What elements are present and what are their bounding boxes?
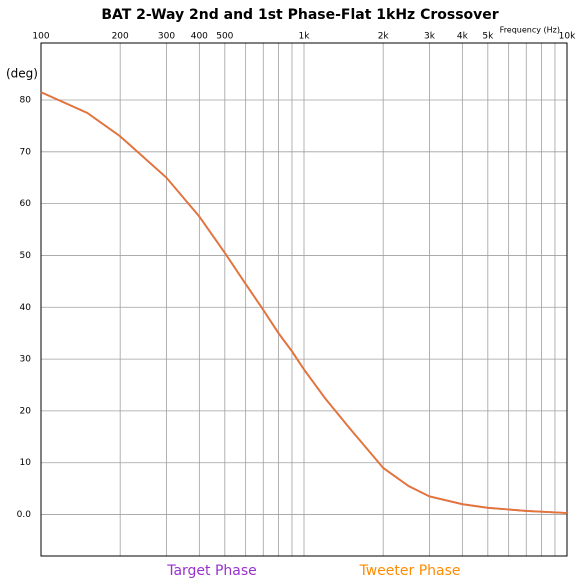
x-tick-label: 1k [299, 32, 311, 42]
y-axis-label: (deg) [6, 67, 38, 81]
chart-title: BAT 2-Way 2nd and 1st Phase-Flat 1kHz Cr… [101, 7, 498, 23]
x-tick-label: 5k [482, 32, 494, 42]
x-tick-label: 400 [191, 32, 208, 42]
x-tick-label: 3k [424, 32, 436, 42]
line [40, 91, 568, 514]
y-tick-label: 50 [20, 251, 32, 261]
legend-label: Tweeter Phase [358, 563, 460, 579]
x-tick-label: 2k [378, 32, 390, 42]
x-tick-label: 10k [559, 32, 576, 42]
y-tick-label: 60 [20, 199, 32, 209]
x-tick-label: 200 [112, 32, 129, 42]
x-tick-label: 4k [457, 32, 469, 42]
plot-border [40, 42, 568, 557]
y-tick-label: 10 [20, 458, 32, 468]
y-tick-label: 30 [20, 355, 32, 365]
y-tick-label: 40 [20, 303, 32, 313]
y-tick-label: 70 [20, 147, 32, 157]
legend-label: Target Phase [166, 563, 257, 579]
x-tick-label: 100 [32, 32, 49, 42]
x-axis-label: Frequency (Hz) [500, 26, 560, 35]
y-tick-label: 0.0 [17, 510, 32, 520]
y-tick-label: 20 [20, 406, 32, 416]
x-tick-label: 300 [158, 32, 175, 42]
x-tick-label: 500 [216, 32, 233, 42]
y-tick-label: 80 [20, 96, 32, 106]
